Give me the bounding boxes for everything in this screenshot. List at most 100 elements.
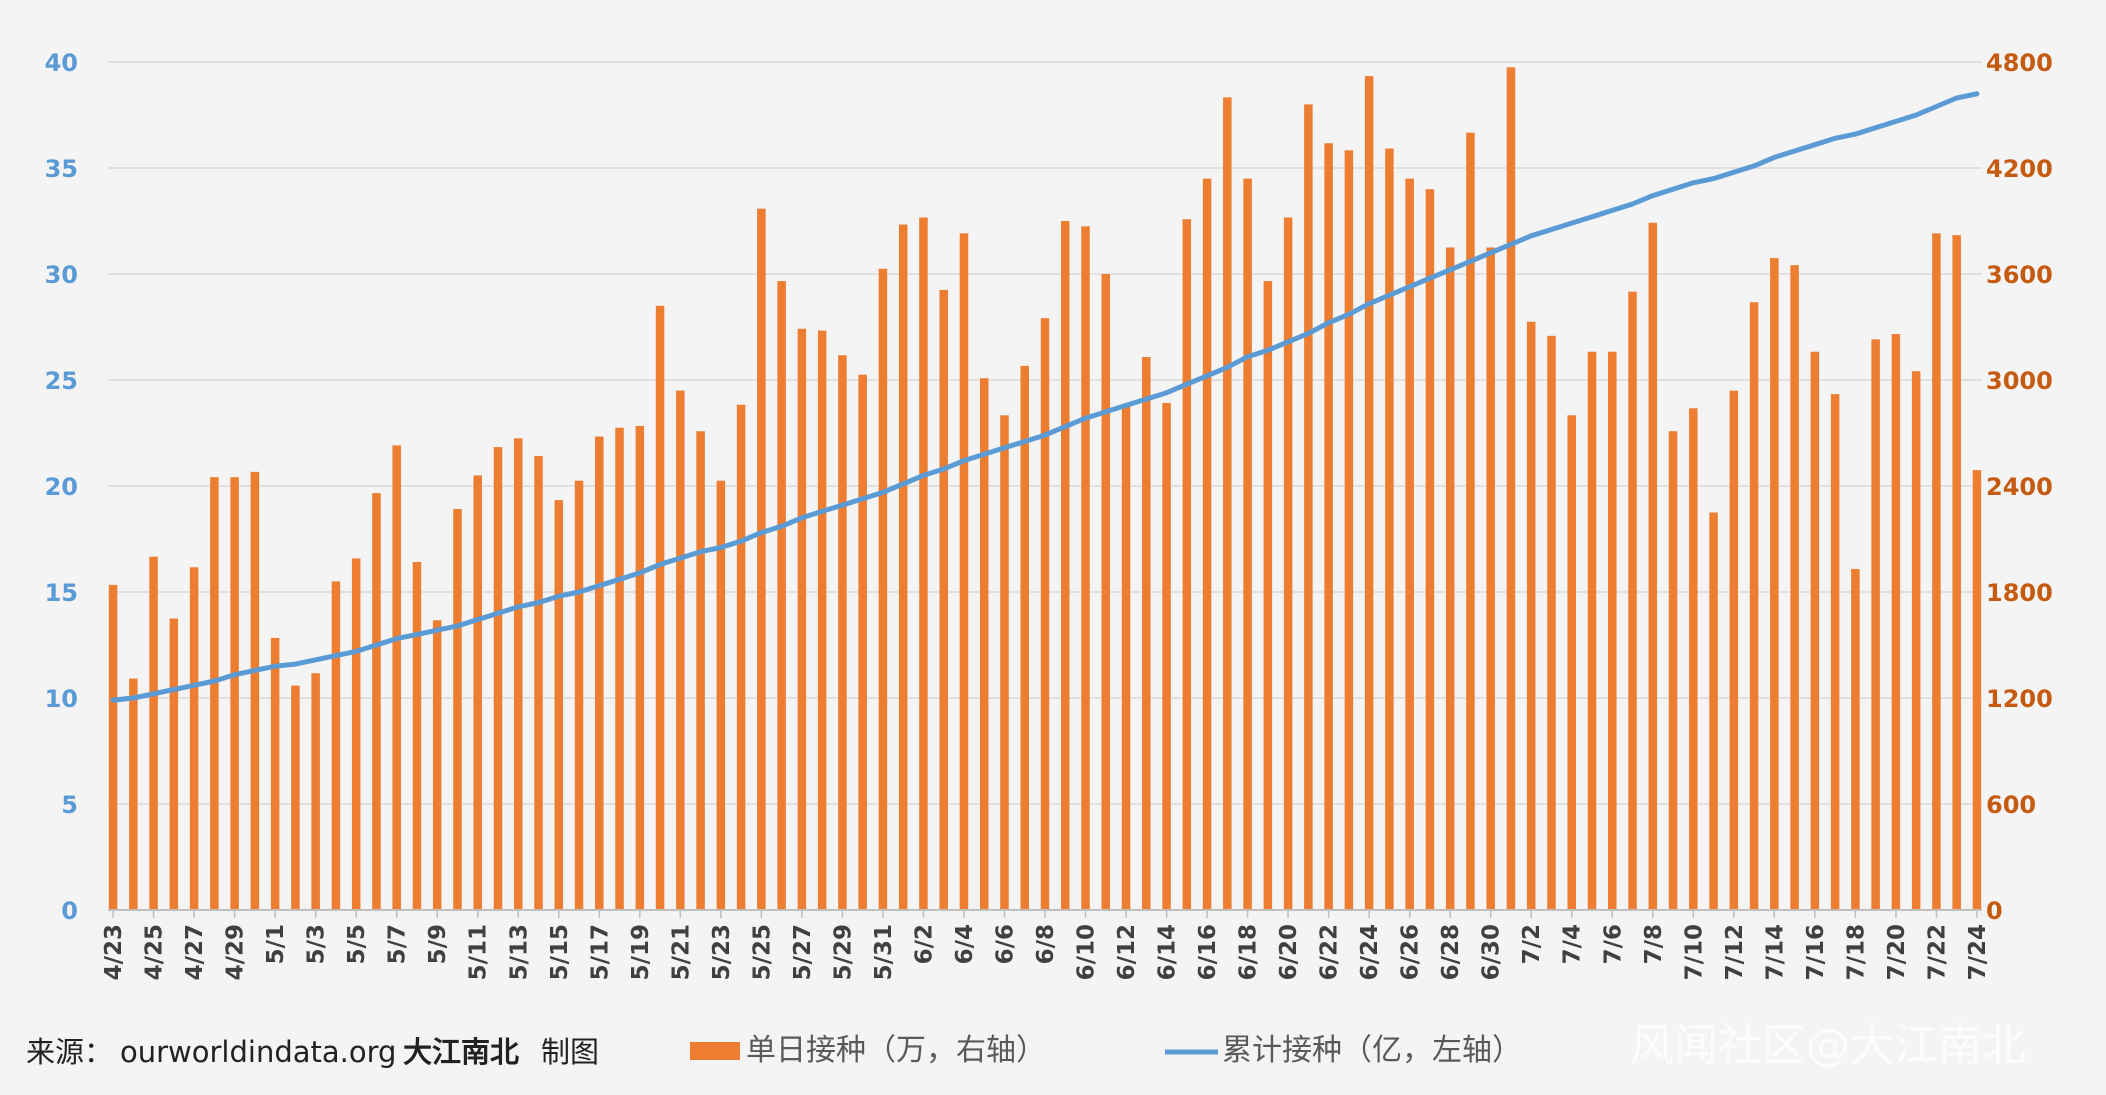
bar-6/17	[1223, 97, 1232, 911]
bar-5/3	[311, 673, 320, 910]
right-tick-label: 1800	[1986, 579, 2053, 607]
bar-5/17	[595, 436, 604, 910]
bar-5/14	[534, 455, 543, 910]
cumulative-line	[110, 91, 1980, 703]
x-tick-label: 5/9	[425, 924, 451, 964]
x-tick-label: 6/2	[911, 924, 937, 964]
bar-7/24	[1972, 470, 1982, 910]
bar-5/26	[777, 281, 786, 911]
right-axis-ticks: 0 600 1200 1800 2400 3000 3600 4200 4800	[1986, 49, 2053, 925]
bar-6/6	[1000, 415, 1009, 910]
bar-6/27	[1425, 189, 1435, 910]
x-tick-label: 7/10	[1681, 924, 1707, 980]
x-tick-label: 7/6	[1600, 924, 1626, 964]
bar-4/28	[210, 477, 219, 910]
bar-7/3	[1547, 335, 1556, 910]
bar-7/17	[1830, 394, 1840, 911]
right-tick-label: 4800	[1986, 49, 2053, 77]
bar-4/29	[230, 477, 239, 910]
bar-6/29	[1466, 132, 1475, 910]
bar-6/11	[1101, 274, 1111, 910]
left-tick-label: 15	[45, 579, 78, 607]
bar-5/5	[351, 558, 361, 910]
bar-7/13	[1749, 302, 1759, 910]
bar-6/30	[1486, 247, 1495, 910]
bar-5/8	[412, 561, 422, 910]
bar-6/15	[1182, 219, 1192, 910]
bar-6/12	[1121, 404, 1131, 910]
cumulative-line-group	[110, 91, 1980, 703]
bar-6/20	[1283, 217, 1293, 910]
bar-5/30	[858, 374, 867, 910]
bar-6/14	[1162, 402, 1171, 910]
bar-4/23	[108, 584, 118, 910]
bar-6/28	[1445, 247, 1455, 910]
legend-bar-swatch	[690, 1042, 740, 1060]
bar-5/19	[635, 425, 645, 910]
bar-6/10	[1081, 226, 1090, 911]
x-tick-label: 7/8	[1641, 924, 1667, 964]
bar-4/27	[189, 567, 199, 910]
bar-7/15	[1790, 265, 1799, 911]
bar-5/15	[554, 500, 564, 910]
x-tick-label: 5/3	[304, 924, 330, 964]
x-tick-label: 4/27	[182, 924, 208, 980]
bar-6/4	[959, 233, 969, 910]
bar-6/9	[1061, 221, 1070, 910]
x-tick-label: 7/14	[1762, 924, 1788, 980]
bar-6/8	[1040, 318, 1050, 911]
x-tick-label: 6/16	[1195, 924, 1221, 980]
bar-6/5	[979, 378, 989, 910]
x-tick-label: 6/28	[1438, 924, 1464, 980]
x-tick-label: 7/12	[1722, 924, 1748, 980]
x-tick-label: 5/21	[668, 924, 694, 980]
x-tick-label: 5/29	[830, 924, 856, 980]
x-tick-label: 6/14	[1155, 924, 1181, 980]
author-suffix: 制图	[541, 1035, 599, 1069]
bar-6/7	[1020, 365, 1029, 910]
bar-5/12	[493, 447, 503, 910]
bar-6/1	[898, 224, 908, 911]
x-tick-label: 5/15	[547, 924, 573, 980]
x-tick-label: 4/25	[142, 924, 168, 980]
left-tick-label: 40	[45, 49, 78, 77]
bar-6/23	[1344, 150, 1354, 911]
x-tick-label: 7/18	[1843, 924, 1869, 980]
daily-bars	[108, 67, 1982, 911]
x-tick-label: 7/4	[1560, 924, 1586, 964]
left-tick-label: 0	[61, 897, 78, 925]
x-tick-label: 6/26	[1398, 924, 1424, 980]
footer: 来源： ourworldindata.org 大江南北 制图 单日接种（万，右轴…	[26, 1020, 2026, 1071]
bar-7/19	[1871, 339, 1880, 910]
bar-5/23	[716, 480, 726, 910]
left-tick-label: 5	[61, 791, 78, 819]
x-tick-label: 5/17	[587, 924, 613, 980]
bar-4/25	[149, 556, 158, 910]
right-tick-label: 3000	[1986, 367, 2053, 395]
x-tick-label: 6/4	[952, 924, 978, 964]
x-tick-label: 6/8	[1033, 924, 1059, 964]
bar-7/4	[1567, 415, 1577, 910]
left-tick-label: 10	[45, 685, 78, 713]
bar-7/1	[1506, 67, 1516, 911]
bar-5/7	[392, 445, 401, 910]
bar-7/5	[1587, 351, 1597, 910]
x-tick-label: 5/5	[344, 924, 370, 964]
bar-7/11	[1709, 512, 1718, 910]
bar-5/28	[817, 330, 827, 910]
bar-7/23	[1952, 235, 1961, 911]
left-tick-label: 30	[45, 261, 78, 289]
x-tick-label: 6/18	[1236, 924, 1262, 980]
x-tick-label: 4/29	[223, 924, 249, 980]
bar-5/18	[615, 427, 624, 910]
bar-6/25	[1385, 148, 1394, 911]
x-tick-label: 6/10	[1074, 924, 1100, 980]
x-tick-label: 7/2	[1519, 924, 1545, 964]
author: 大江南北	[403, 1035, 519, 1069]
x-tick-label: 5/11	[466, 924, 492, 980]
x-tick-label: 6/20	[1276, 924, 1302, 980]
bar-5/16	[574, 480, 584, 910]
watermark: 风闻社区@大江南北	[1630, 1020, 2026, 1071]
x-tick-label: 7/22	[1924, 924, 1950, 980]
